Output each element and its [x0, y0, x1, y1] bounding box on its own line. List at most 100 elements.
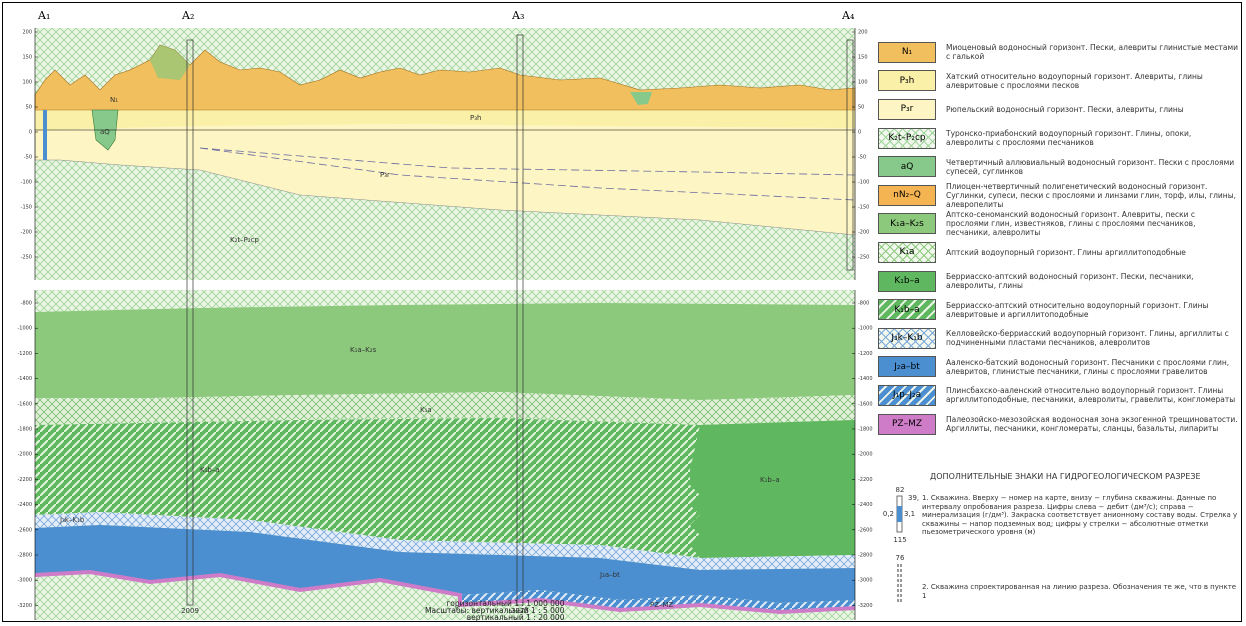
section-point: A₁	[37, 9, 50, 22]
tick-group: 200 200 150 150 100 100 50 50 0 0 -50 -50 -100 -100 -1…	[17, 30, 872, 609]
depth-label: 100	[858, 80, 868, 86]
legend-text: Миоценовый водоносный горизонт. Пески, а…	[946, 43, 1238, 62]
legend-swatch: J₁p–J₂a	[878, 384, 936, 406]
depth-label: 150	[22, 55, 32, 61]
sign-depth: 115	[893, 536, 906, 544]
sign-arrow: 39,	[908, 494, 919, 502]
depth-label: -1800	[858, 427, 873, 433]
scale-text: горизонтальный 1 : 1 000 000	[446, 599, 565, 608]
legend-swatch: J₂a–bt	[878, 356, 936, 378]
depth-label: -100	[858, 180, 869, 186]
depth-label: -1200	[17, 351, 32, 357]
depth-label: -50	[24, 155, 32, 161]
depth-label: -50	[858, 155, 866, 161]
layer-aq	[630, 92, 652, 105]
depth-label: -150	[21, 205, 32, 211]
layer-j2a-bt	[35, 525, 855, 603]
legend-item: K₁b–a Берриасско-аптский водоносный гориз…	[878, 267, 1240, 296]
legend-swatch: K₁b–a	[878, 299, 936, 321]
layer-p3h	[35, 110, 855, 130]
depth-label: -2600	[858, 527, 873, 533]
layer-j1p	[460, 590, 855, 612]
legend: N₁ Миоценовый водоносный горизонт. Пески,…	[878, 38, 1240, 438]
legend-text: Палеозойско-мезозойская водоносная зона …	[946, 415, 1238, 434]
legend-swatch: K₁a–K₂s	[878, 213, 936, 235]
depth-label: -3000	[858, 578, 873, 584]
depth-label: -2200	[17, 477, 32, 483]
depth-label: -3200	[858, 603, 873, 609]
legend-item: K₂t–P₂cp Туронско-приабонский водоупорный…	[878, 124, 1240, 153]
note: 1. Скважина. Вверху − номер на карте, вн…	[922, 494, 1238, 536]
legend-text: Аптско-сеноманский водоносный горизонт. …	[946, 210, 1196, 238]
depth-label: -1200	[858, 351, 873, 357]
layer-label: aQ	[100, 128, 110, 136]
sign-left: 0,2	[883, 510, 894, 518]
note: 2. Скважина спроектированная на линию ра…	[922, 583, 1237, 600]
legend-swatch: P₃h	[878, 70, 936, 92]
legend-text: Келловейско-берриасский водоупорный гори…	[946, 329, 1229, 348]
depth-label: 50	[26, 105, 32, 111]
legend-swatch: K₁a	[878, 241, 936, 263]
sign-sample: 82 39, 0,2 3,1 115 76	[883, 486, 919, 602]
depth-label: 0	[29, 130, 32, 136]
depth-label: -800	[858, 301, 869, 307]
cross-section: A₁ A₂ A₃ A₄ 2009 3275 N₁ P₃h P₃r K₂t–P₂c…	[17, 9, 873, 620]
legend-text: Аптский водоупорный горизонт. Глины арги…	[946, 247, 1186, 257]
well	[186, 39, 194, 606]
depth-label: -2400	[17, 502, 32, 508]
legend-item: N₁ Миоценовый водоносный горизонт. Пески,…	[878, 38, 1240, 67]
depth-label: -2400	[858, 502, 873, 508]
legend-swatch: N₁	[878, 41, 936, 63]
depth-label: -3000	[17, 578, 32, 584]
depth-label: -1800	[17, 427, 32, 433]
depth-label: -150	[858, 205, 869, 211]
depth-label: -250	[21, 255, 32, 261]
depth-label: -2600	[17, 527, 32, 533]
depth-label: -2000	[17, 452, 32, 458]
layer-k1b-a-clay	[35, 418, 855, 558]
layer-k1b-a	[690, 420, 855, 558]
layer-label: K₁a	[420, 406, 432, 414]
layer-label: K₁b–a	[200, 466, 220, 474]
sign-number: 76	[896, 554, 905, 562]
legend-item: J₂a–bt Ааленско-батский водоносный горизо…	[878, 353, 1240, 382]
depth-label: -1400	[17, 376, 32, 382]
layer-pz-mz	[34, 569, 856, 615]
depth-label: -1600	[858, 401, 873, 407]
depth-label: -1000	[858, 326, 873, 332]
depth-label: -1600	[17, 401, 32, 407]
layer-j3k	[35, 512, 855, 570]
legend-item: P₃h Хатский относительно водоупорный гори…	[878, 67, 1240, 96]
legend-swatch: K₁b–a	[878, 270, 936, 292]
legend-item: aQ Четвертичный аллювиальный водоносный г…	[878, 152, 1240, 181]
depth-label: -1000	[17, 326, 32, 332]
depth-label: -1400	[858, 376, 873, 382]
depth-label: -2000	[858, 452, 873, 458]
well-icon	[897, 506, 902, 522]
depth-label: 100	[22, 80, 32, 86]
layer-label: P₃r	[380, 171, 390, 179]
well	[43, 110, 47, 160]
layer-label: K₁a–K₂s	[350, 346, 377, 354]
depth-label: 200	[858, 30, 868, 36]
layer-label: PZ–MZ	[650, 601, 674, 609]
section-point: A₄	[841, 9, 855, 22]
legend-swatch: PZ–MZ	[878, 413, 936, 435]
legend-text: Берриасско-аптский водоносный горизонт. …	[946, 272, 1194, 291]
piezometric-line	[199, 147, 856, 176]
signs-title: ДОПОЛНИТЕЛЬНЫЕ ЗНАКИ НА ГИДРОГЕОЛОГИЧЕСК…	[930, 472, 1201, 481]
legend-item: K₁a–K₂s Аптско-сеноманский водоносный гор…	[878, 210, 1240, 239]
scale-text: Масштабы: вертикальный 1 : 5 000	[425, 606, 565, 615]
layer-label: J₂a–bt	[599, 571, 620, 579]
depth-label: -2800	[17, 553, 32, 559]
legend-swatch: J₃k–K₁b	[878, 327, 936, 349]
layer-label: J₃k–K₁b	[59, 516, 85, 524]
legend-text: Хатский относительно водоупорный горизон…	[946, 71, 1203, 90]
well	[516, 34, 524, 606]
sign-number: 82	[896, 486, 905, 494]
layer-k1a	[35, 392, 855, 425]
well-depth: 2009	[181, 607, 199, 615]
depth-label: 50	[858, 105, 864, 111]
legend-text: Плинсбахско-ааленский относительно водоу…	[946, 386, 1236, 405]
